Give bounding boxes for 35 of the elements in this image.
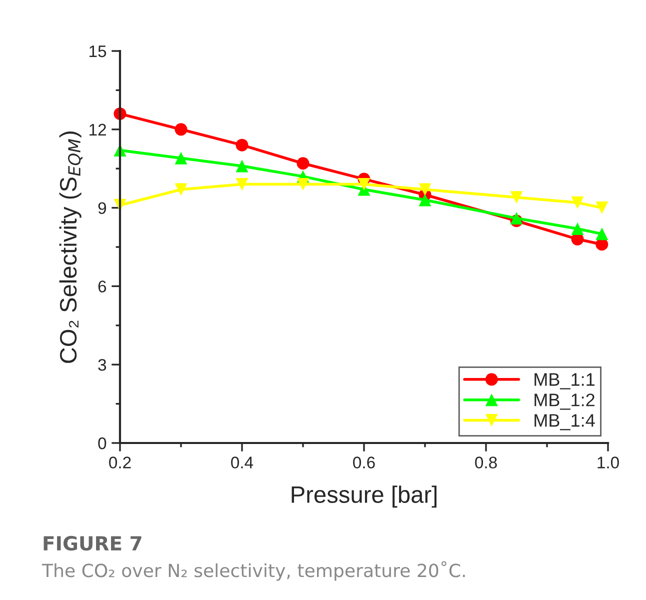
y-tick-label: 3 (98, 359, 106, 371)
point (236, 178, 248, 191)
point (236, 138, 248, 152)
x-tick-label: 0.2 (109, 456, 131, 468)
legend-label: MB_1:2 (534, 394, 594, 410)
point (510, 191, 523, 204)
point (571, 222, 584, 235)
text: The CO₂ over N₂ selectivity, temperature 20˚C. (42, 561, 465, 581)
y-tick-label: 15 (90, 46, 106, 58)
point (596, 202, 608, 214)
point (358, 178, 370, 191)
legend-label: MB_1:1 (534, 373, 594, 390)
y-tick-label: 6 (98, 280, 106, 292)
y-tick-label: 0 (98, 437, 106, 450)
point (418, 183, 432, 196)
point (571, 196, 584, 209)
point (174, 123, 188, 136)
x-tick-label: 1.0 (598, 456, 619, 468)
point (296, 178, 310, 191)
caption: FIGURE 7 (44, 536, 142, 551)
y-tick-label: 9 (98, 202, 106, 214)
point (418, 194, 432, 206)
x-axis-title: Pressure [bar] (292, 486, 436, 508)
y-axis-title: CO₂ Selectivity (S$_{EQM}$) (59, 132, 82, 363)
point (236, 160, 248, 172)
y-tick-label: 12 (90, 124, 106, 136)
point (174, 152, 188, 164)
legend-label: MB_1:4 (534, 414, 595, 430)
x-tick-label: 0.4 (231, 456, 254, 468)
point (596, 228, 608, 240)
point (174, 183, 188, 196)
point (510, 212, 523, 225)
x-tick-label: 0.8 (475, 456, 497, 468)
x-tick-label: 0.6 (353, 456, 375, 468)
point (296, 157, 310, 170)
